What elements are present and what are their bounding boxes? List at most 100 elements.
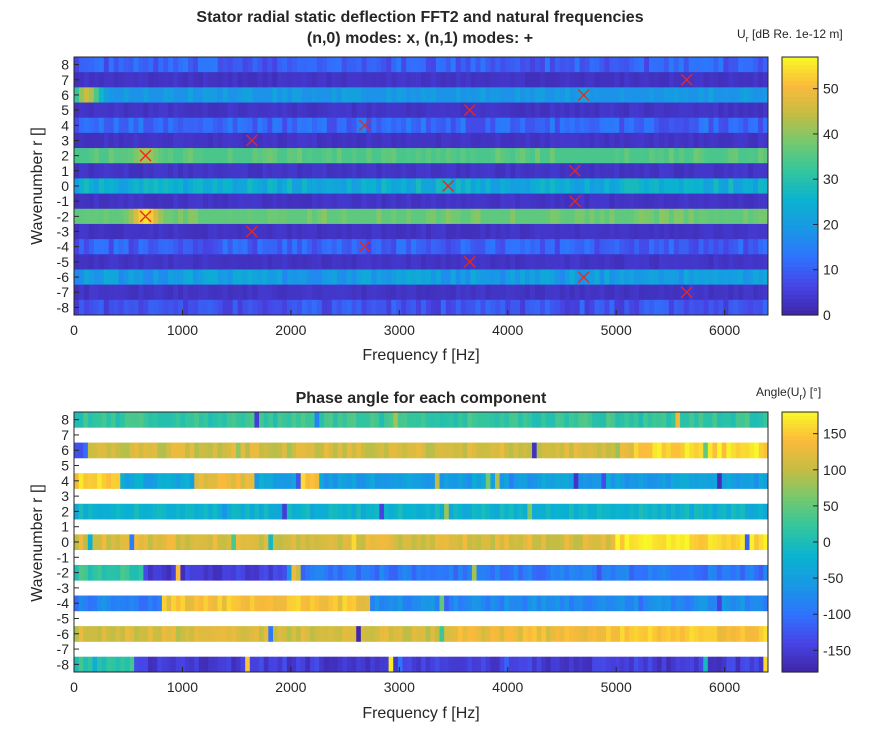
phase-cell bbox=[471, 503, 477, 520]
heatmap-cell bbox=[93, 299, 100, 316]
heatmap-cell bbox=[564, 254, 571, 270]
phase-cell bbox=[421, 473, 427, 489]
heatmap-cell bbox=[356, 208, 362, 225]
colorbar-tick-label: 0 bbox=[823, 534, 831, 550]
heatmap-cell bbox=[361, 163, 367, 179]
phase-cell bbox=[272, 626, 278, 642]
heatmap-cell bbox=[103, 87, 110, 103]
heatmap-cell bbox=[217, 254, 224, 270]
heatmap-cell bbox=[138, 254, 144, 270]
heatmap-cell bbox=[277, 132, 283, 149]
phase-cell bbox=[532, 442, 538, 459]
phase-cell bbox=[615, 473, 621, 489]
heatmap-cell bbox=[416, 239, 422, 255]
heatmap-cell bbox=[753, 102, 759, 119]
heatmap-cell bbox=[520, 299, 526, 316]
heatmap-cell bbox=[753, 148, 759, 164]
heatmap-cell bbox=[133, 87, 139, 103]
heatmap-cell bbox=[614, 148, 620, 164]
phase-cell bbox=[319, 595, 325, 612]
phase-cell bbox=[411, 564, 417, 581]
heatmap-cell bbox=[118, 254, 124, 270]
phase-cell bbox=[235, 442, 241, 459]
colorbar-cell bbox=[782, 194, 818, 199]
heatmap-cell bbox=[183, 87, 189, 103]
phase-cell bbox=[499, 534, 505, 551]
phase-cell bbox=[407, 626, 413, 642]
phase-cell bbox=[421, 503, 427, 520]
heatmap-cell bbox=[321, 254, 328, 270]
phase-cell bbox=[735, 595, 741, 612]
heatmap-cell bbox=[490, 72, 496, 88]
magnitude-colorbar-label: Ur [dB Re. 1e-12 m] bbox=[737, 27, 843, 44]
phase-cell bbox=[703, 503, 709, 520]
heatmap-cell bbox=[346, 72, 352, 88]
phase-cell bbox=[328, 473, 334, 489]
heatmap-cell bbox=[212, 299, 219, 316]
phase-cell bbox=[670, 656, 676, 673]
heatmap-cell bbox=[599, 178, 605, 194]
heatmap-cell bbox=[425, 193, 432, 210]
heatmap-cell bbox=[599, 57, 605, 73]
phase-cell bbox=[513, 534, 519, 551]
phase-cell bbox=[120, 412, 126, 428]
y-tick-label: 1 bbox=[61, 163, 69, 179]
heatmap-cell bbox=[609, 299, 615, 316]
heatmap-cell bbox=[549, 57, 556, 73]
heatmap-cell bbox=[619, 163, 625, 179]
phase-cell bbox=[555, 656, 561, 673]
heatmap-cell bbox=[202, 148, 209, 164]
heatmap-cell bbox=[594, 148, 600, 164]
heatmap-cell bbox=[728, 284, 734, 301]
heatmap-cell bbox=[445, 254, 452, 270]
heatmap-cell bbox=[326, 57, 333, 73]
heatmap-cell bbox=[663, 178, 670, 194]
heatmap-cell bbox=[688, 239, 695, 255]
colorbar-cell bbox=[782, 161, 818, 167]
phase-cell bbox=[305, 626, 311, 642]
heatmap-cell bbox=[668, 299, 675, 316]
heatmap-cell bbox=[569, 117, 576, 134]
heatmap-cell bbox=[554, 178, 561, 194]
heatmap-cell bbox=[381, 178, 387, 194]
magnitude-heatmap bbox=[74, 57, 769, 316]
heatmap-cell bbox=[728, 72, 734, 88]
heatmap-cell bbox=[480, 57, 486, 73]
phase-cell bbox=[286, 564, 292, 581]
heatmap-cell bbox=[222, 269, 229, 286]
phase-cell bbox=[203, 503, 209, 520]
phase-cell bbox=[467, 564, 473, 581]
colorbar-cell bbox=[782, 643, 818, 649]
heatmap-cell bbox=[287, 132, 293, 149]
phase-cell bbox=[356, 656, 362, 673]
heatmap-cell bbox=[579, 102, 585, 119]
phase-cell bbox=[161, 534, 167, 551]
heatmap-cell bbox=[138, 299, 144, 316]
phase-cell bbox=[111, 564, 117, 581]
heatmap-cell bbox=[168, 57, 174, 73]
phase-cell bbox=[111, 503, 117, 520]
colorbar-cell bbox=[782, 533, 818, 539]
heatmap-cell bbox=[535, 284, 541, 301]
phase-cell bbox=[726, 595, 732, 612]
phase-cell bbox=[471, 412, 477, 428]
heatmap-cell bbox=[619, 193, 625, 210]
heatmap-cell bbox=[539, 269, 546, 286]
heatmap-cell bbox=[450, 284, 457, 301]
phase-cell bbox=[522, 412, 528, 428]
heatmap-cell bbox=[371, 132, 377, 149]
heatmap-cell bbox=[425, 57, 432, 73]
heatmap-cell bbox=[138, 284, 144, 301]
heatmap-cell bbox=[381, 269, 387, 286]
heatmap-cell bbox=[183, 284, 189, 301]
heatmap-cell bbox=[599, 163, 605, 179]
phase-cell bbox=[606, 442, 612, 459]
phase-cell bbox=[490, 503, 496, 520]
colorbar-cell bbox=[782, 278, 818, 284]
heatmap-cell bbox=[525, 87, 531, 103]
y-tick-label: 3 bbox=[61, 488, 69, 504]
heatmap-cell bbox=[267, 178, 273, 194]
heatmap-cell bbox=[158, 208, 164, 225]
heatmap-cell bbox=[634, 208, 640, 225]
heatmap-cell bbox=[460, 223, 467, 240]
